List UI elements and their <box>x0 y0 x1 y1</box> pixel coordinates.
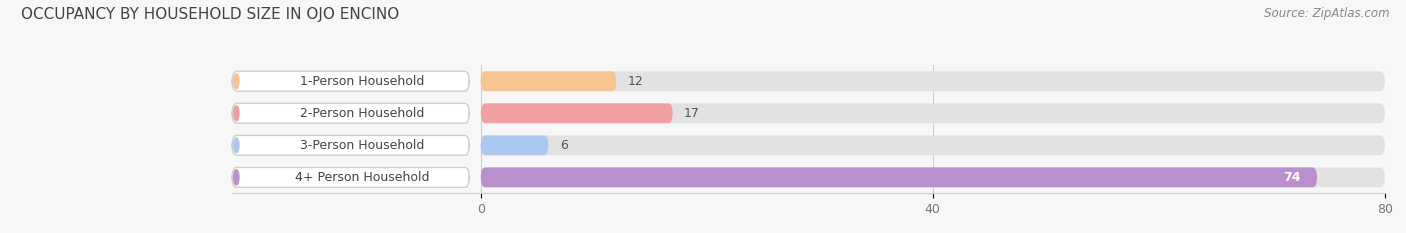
Text: 6: 6 <box>560 139 568 152</box>
FancyBboxPatch shape <box>232 135 470 155</box>
FancyBboxPatch shape <box>481 103 673 123</box>
FancyBboxPatch shape <box>232 103 470 123</box>
FancyBboxPatch shape <box>481 103 1385 123</box>
FancyBboxPatch shape <box>481 168 1385 187</box>
FancyBboxPatch shape <box>232 71 470 91</box>
Text: 2-Person Household: 2-Person Household <box>301 107 425 120</box>
FancyBboxPatch shape <box>481 71 1385 91</box>
FancyBboxPatch shape <box>481 135 548 155</box>
FancyBboxPatch shape <box>481 168 1317 187</box>
Text: 74: 74 <box>1282 171 1301 184</box>
Text: 3-Person Household: 3-Person Household <box>301 139 425 152</box>
FancyBboxPatch shape <box>481 135 1385 155</box>
Text: OCCUPANCY BY HOUSEHOLD SIZE IN OJO ENCINO: OCCUPANCY BY HOUSEHOLD SIZE IN OJO ENCIN… <box>21 7 399 22</box>
FancyBboxPatch shape <box>232 168 470 187</box>
Text: 12: 12 <box>627 75 644 88</box>
Text: Source: ZipAtlas.com: Source: ZipAtlas.com <box>1264 7 1389 20</box>
Circle shape <box>233 138 239 153</box>
Circle shape <box>233 74 239 89</box>
Text: 17: 17 <box>685 107 700 120</box>
Circle shape <box>233 106 239 121</box>
Circle shape <box>233 170 239 185</box>
Text: 4+ Person Household: 4+ Person Household <box>295 171 430 184</box>
Text: 1-Person Household: 1-Person Household <box>301 75 425 88</box>
FancyBboxPatch shape <box>481 71 616 91</box>
